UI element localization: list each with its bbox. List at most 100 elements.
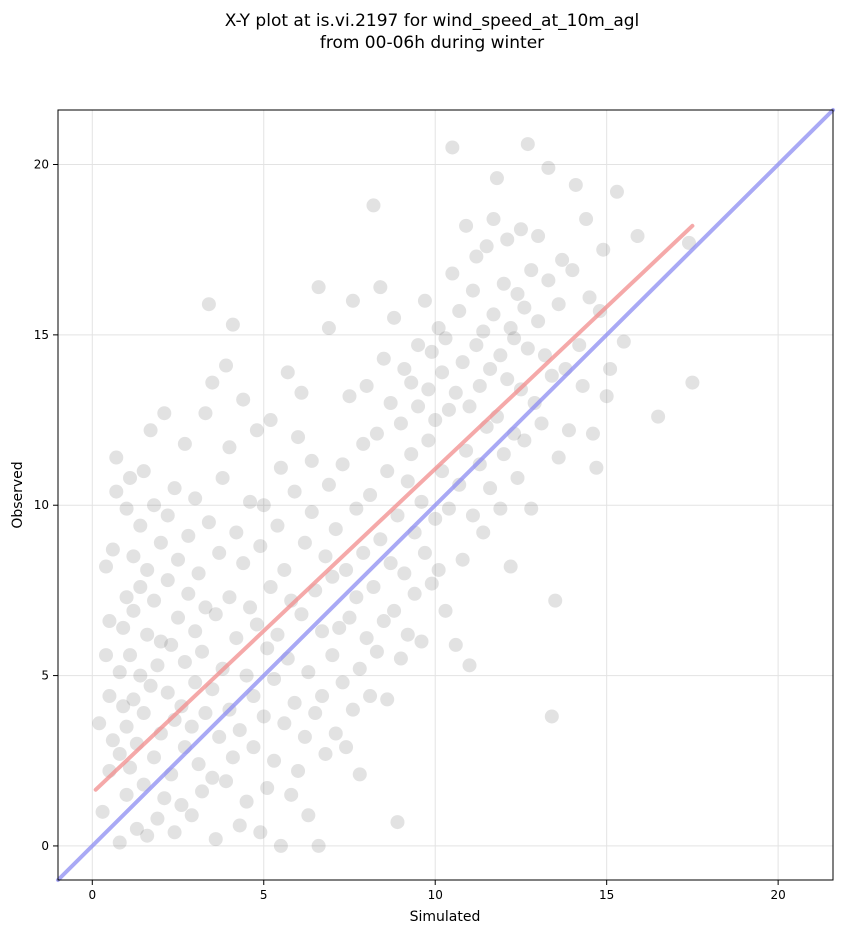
data-point-95 (225, 750, 240, 765)
data-point-246 (486, 307, 501, 322)
data-point-62 (177, 654, 192, 669)
data-point-148 (318, 549, 333, 564)
x-tick-label-4: 20 (770, 888, 785, 902)
data-point-73 (195, 644, 210, 659)
data-point-20 (123, 470, 138, 485)
data-point-184 (380, 464, 395, 479)
data-point-41 (147, 498, 162, 513)
data-point-135 (294, 385, 309, 400)
data-point-90 (219, 774, 234, 789)
data-point-80 (205, 682, 220, 697)
data-point-40 (147, 593, 162, 608)
data-point-290 (585, 426, 600, 441)
data-point-74 (195, 784, 210, 799)
data-point-33 (136, 706, 151, 721)
data-point-294 (599, 389, 614, 404)
data-point-22 (123, 760, 138, 775)
data-point-227 (455, 552, 470, 567)
data-point-120 (270, 518, 285, 533)
data-point-68 (188, 624, 203, 639)
data-point-0 (92, 716, 107, 731)
data-point-224 (448, 385, 463, 400)
data-point-134 (294, 607, 309, 622)
data-point-50 (160, 573, 175, 588)
data-point-293 (596, 242, 611, 257)
data-point-26 (129, 821, 144, 836)
data-point-284 (565, 263, 580, 278)
data-point-174 (363, 488, 378, 502)
data-point-109 (249, 617, 264, 632)
data-point-30 (133, 518, 148, 533)
lines-layer (56, 108, 835, 882)
data-point-219 (441, 501, 456, 516)
data-point-78 (201, 297, 216, 312)
data-point-118 (267, 753, 282, 768)
data-point-170 (356, 545, 371, 560)
data-point-172 (359, 378, 374, 393)
data-point-298 (630, 229, 645, 244)
data-point-181 (376, 614, 391, 629)
data-point-119 (267, 671, 282, 686)
data-point-124 (277, 716, 292, 731)
data-point-249 (493, 501, 508, 516)
grid (58, 110, 833, 880)
data-point-197 (404, 375, 419, 390)
chart-title-line-1: X-Y plot at is.vi.2197 for wind_speed_at… (225, 11, 640, 31)
data-point-110 (253, 539, 268, 554)
data-point-194 (397, 361, 412, 376)
data-point-232 (462, 399, 477, 414)
data-point-1 (95, 804, 110, 819)
data-point-86 (212, 729, 227, 744)
data-point-213 (431, 321, 446, 336)
data-point-51 (160, 508, 175, 523)
points-layer (92, 137, 700, 853)
data-point-288 (579, 212, 594, 227)
data-point-122 (273, 460, 288, 475)
data-point-83 (208, 607, 223, 622)
data-point-286 (572, 338, 587, 353)
data-point-236 (469, 249, 484, 264)
data-point-229 (459, 443, 474, 458)
data-point-100 (236, 392, 251, 407)
data-point-13 (112, 835, 127, 850)
data-point-159 (339, 562, 354, 577)
data-point-289 (582, 290, 597, 305)
data-point-207 (421, 382, 436, 397)
data-point-160 (339, 740, 354, 755)
data-point-9 (109, 450, 124, 465)
data-point-105 (243, 600, 258, 615)
data-point-268 (524, 263, 539, 278)
data-point-29 (133, 668, 148, 683)
data-point-196 (400, 627, 415, 642)
data-point-6 (102, 614, 117, 629)
data-point-274 (541, 160, 556, 175)
data-point-108 (249, 423, 264, 438)
data-point-12 (112, 746, 127, 761)
data-point-69 (188, 675, 203, 690)
data-point-187 (387, 603, 402, 618)
data-point-295 (603, 361, 618, 376)
data-point-164 (345, 702, 360, 717)
data-point-221 (445, 266, 460, 281)
data-point-264 (517, 433, 532, 448)
data-point-258 (507, 331, 522, 346)
data-point-31 (136, 464, 151, 479)
data-point-19 (119, 787, 134, 802)
data-point-35 (140, 562, 155, 577)
x-tick-label-3: 15 (599, 888, 614, 902)
data-point-151 (321, 477, 336, 492)
data-point-203 (414, 634, 429, 649)
plot-frame (57, 109, 834, 881)
data-point-101 (236, 556, 251, 571)
data-point-240 (476, 525, 491, 540)
data-point-85 (212, 545, 227, 560)
data-point-239 (476, 324, 491, 339)
data-point-138 (301, 808, 316, 823)
data-point-145 (311, 838, 326, 853)
data-point-191 (393, 416, 408, 431)
data-point-17 (119, 590, 134, 605)
data-point-179 (373, 532, 388, 547)
data-point-99 (232, 818, 247, 833)
data-point-296 (609, 184, 624, 199)
data-point-144 (311, 280, 326, 295)
